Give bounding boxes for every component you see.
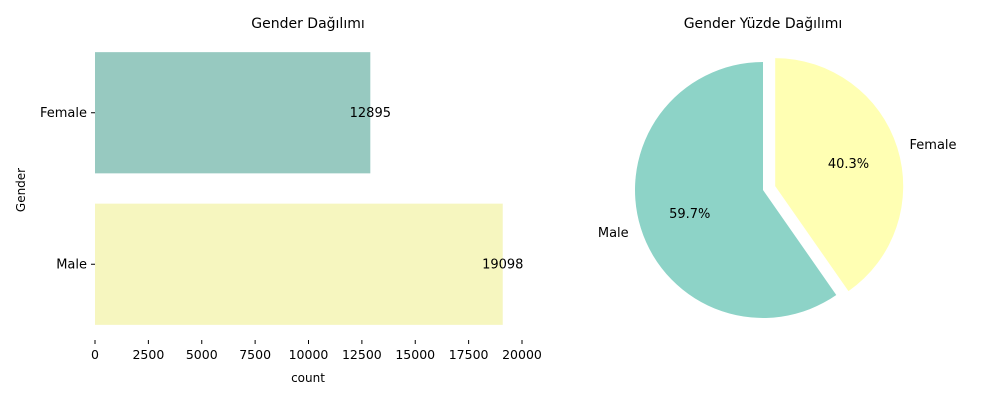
x-tick-label-7500: 7500 [239,347,271,362]
pie-chart: Gender Yüzde Dağılımı 59.7% Male 40.3% Fema… [598,16,957,318]
x-tick-label-0: 0 [91,347,99,362]
x-tick-label-12500: 12500 [342,347,382,362]
pie-pct-label-male: 59.7% [669,207,710,222]
x-tick-label-15000: 15000 [395,347,435,362]
bar-data-label-group: 12895 19098 [350,106,524,273]
pie-slice-female [775,58,904,292]
pie-slice-group [634,58,904,318]
bar-chart: Gender Dağılımı 12895 19098 Female Male 0 2… [14,16,542,385]
bar-chart-title: Gender Dağılımı [251,16,364,32]
bar-value-label-male: 19098 [482,257,523,272]
pie-category-label-female: Female [910,138,957,153]
bar-male [95,203,503,325]
y-tick-label-female: Female [40,106,87,121]
bar-group [95,52,503,325]
pie-chart-title: Gender Yüzde Dağılımı [684,16,843,32]
x-tick-label-20000: 20000 [502,347,542,362]
pie-slice-male [634,62,837,318]
pie-pct-label-female: 40.3% [828,157,869,172]
y-tick-label-male: Male [56,257,87,272]
bar-female [95,52,371,174]
x-tick-label-2500: 2500 [132,347,164,362]
y-axis-label: Gender [14,168,28,212]
x-tick-label-17500: 17500 [449,347,489,362]
y-axis: Female Male [40,106,95,272]
bar-value-label-female: 12895 [350,106,391,121]
x-tick-label-10000: 10000 [289,347,329,362]
pie-label-group: 59.7% Male 40.3% Female [598,138,957,241]
x-tick-label-5000: 5000 [186,347,218,362]
pie-category-label-male: Male [598,226,629,241]
x-axis: 0 2500 5000 7500 10000 12500 15000 17500 20000 [91,340,542,362]
x-axis-label: count [291,371,325,385]
